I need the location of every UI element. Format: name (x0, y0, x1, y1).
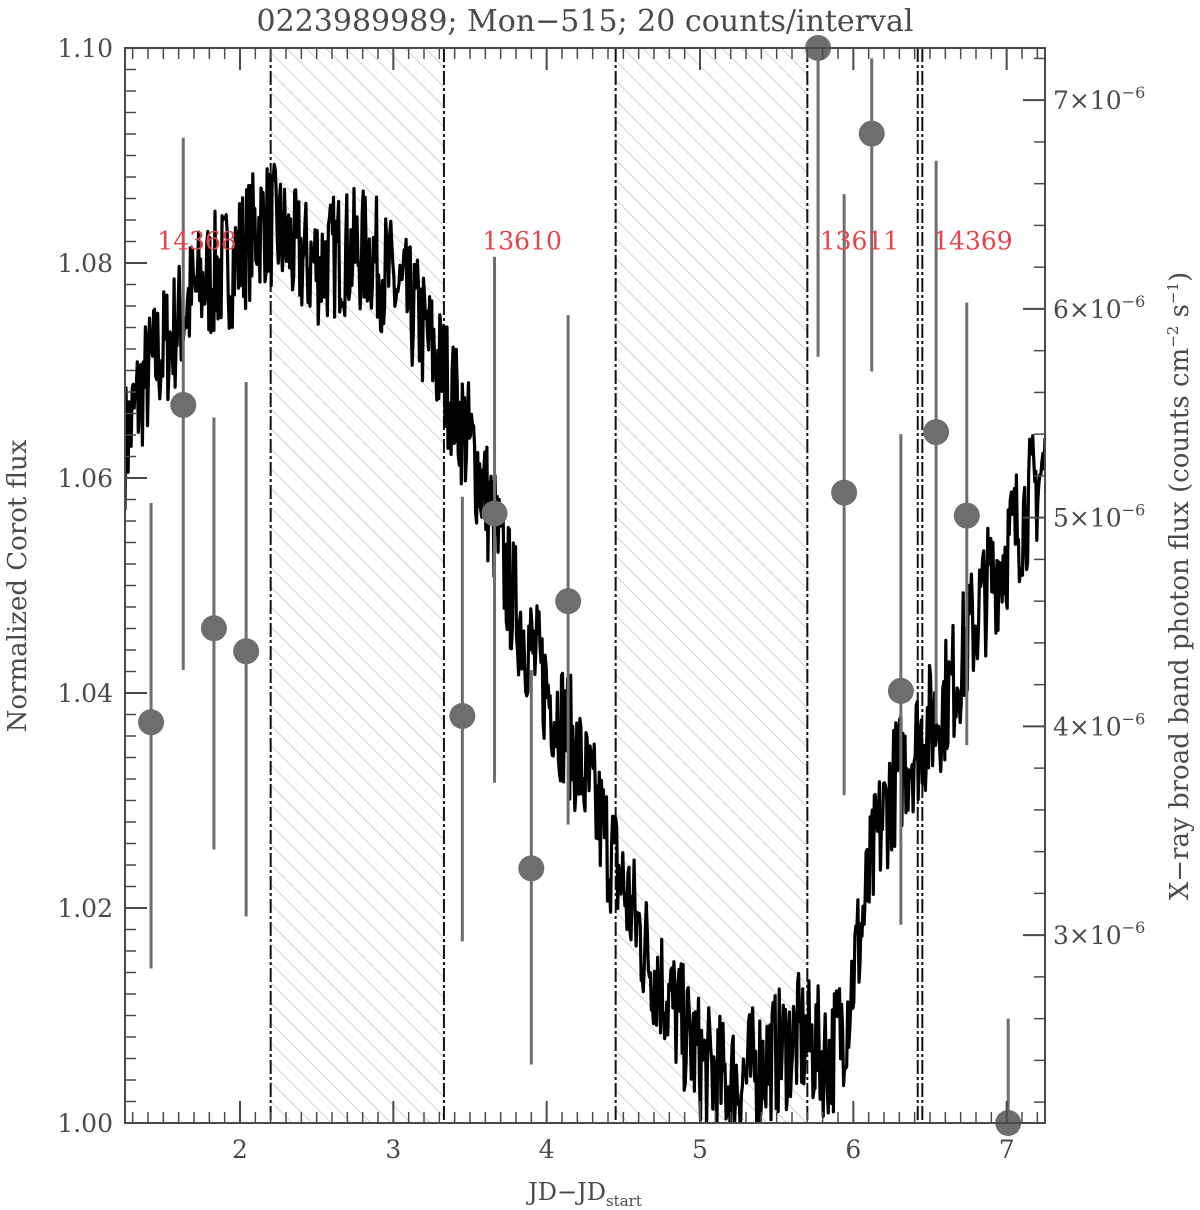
xray-point-5 (481, 256, 508, 783)
x-axis-title-sub: start (606, 1192, 642, 1210)
y2-axis-title-post: ) (1165, 272, 1195, 282)
chart-title: 0223989989; Mon−515; 20 counts/interval (257, 4, 914, 39)
xray-point-4 (449, 496, 476, 942)
observation-label-0: 14368 (157, 227, 237, 256)
xray-point-6 (518, 670, 545, 1065)
y2-tick-label-3: 6×10−6 (1053, 292, 1145, 324)
y-tick-label-4: 1.08 (57, 249, 113, 278)
xray-marker-5 (481, 500, 508, 527)
shaded-regions (270, 48, 808, 1123)
y2-axis-title-sup2: −1 (1164, 282, 1182, 304)
y2-axis-title-sup1: −2 (1164, 326, 1182, 348)
x-tick-label-2: 4 (539, 1135, 555, 1164)
xray-point-10 (858, 58, 885, 372)
xray-point-11 (887, 434, 914, 925)
xray-marker-7 (555, 588, 582, 615)
observation-labels: 14368 13610 13611 14369 (157, 227, 1012, 256)
y-tick-label-1: 1.02 (57, 894, 113, 923)
observation-label-2: 13611 (820, 227, 900, 256)
xray-point-1 (170, 137, 197, 671)
xray-marker-6 (518, 855, 545, 882)
x-tick-label-1: 3 (385, 1135, 401, 1164)
xray-point-8 (805, 35, 832, 357)
y-tick-label-3: 1.06 (57, 464, 113, 493)
xray-marker-0 (138, 709, 165, 736)
xray-series (138, 35, 1022, 1136)
y2-tick-label-1: 4×10−6 (1053, 709, 1145, 741)
xray-marker-2 (200, 615, 227, 642)
y2-tick-label-0: 3×10−6 (1053, 918, 1145, 950)
x-axis-title: JD−JDstart (525, 1178, 642, 1210)
xray-marker-9 (831, 479, 858, 506)
xray-point-2 (200, 417, 227, 850)
xray-marker-1 (170, 391, 197, 418)
y2-axis-title-pre: X−ray broad band photon flux (counts cm (1165, 348, 1195, 900)
xray-point-9 (831, 194, 858, 796)
y2-tick-label-4: 7×10−6 (1053, 83, 1145, 115)
observation-label-1: 13610 (482, 227, 562, 256)
x-tick-label-3: 5 (692, 1135, 708, 1164)
y2-axis-title-mid: s (1165, 304, 1195, 326)
y-tick-label-2: 1.04 (57, 679, 113, 708)
x-tick-label-4: 6 (845, 1135, 861, 1164)
y2-tick-label-2: 5×10−6 (1053, 501, 1145, 533)
xray-point-12 (923, 160, 950, 725)
xray-marker-4 (449, 702, 476, 729)
x-tick-label-5: 7 (999, 1135, 1015, 1164)
xray-marker-10 (858, 120, 885, 147)
x-tick-label-0: 2 (232, 1135, 248, 1164)
x-axis-title-main: JD−JD (525, 1178, 606, 1206)
xray-marker-11 (887, 677, 914, 704)
xray-point-3 (233, 381, 260, 917)
xray-marker-12 (923, 419, 950, 446)
xray-point-7 (555, 315, 582, 825)
y2-axis-title: X−ray broad band photon flux (counts cm−… (1164, 272, 1195, 900)
observation-label-3: 14369 (933, 227, 1013, 256)
corot-flux-line (125, 162, 1045, 1123)
axes: 2 3 4 5 6 7 1.00 1.02 1.04 1.06 1.08 1.10 3×10−6 4×10… (57, 34, 1145, 1164)
xray-point-13 (953, 302, 980, 746)
xray-marker-13 (953, 502, 980, 529)
xray-marker-3 (233, 638, 260, 665)
corot-series (125, 162, 1045, 1123)
y-tick-label-5: 1.10 (57, 34, 113, 63)
y-axis-title: Normalized Corot flux (3, 439, 33, 732)
y-tick-label-0: 1.00 (57, 1109, 113, 1138)
xray-point-14 (995, 1018, 1022, 1136)
xray-point-0 (138, 503, 165, 969)
